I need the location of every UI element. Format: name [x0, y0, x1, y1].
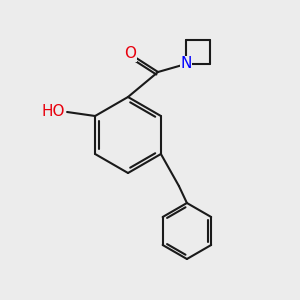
Text: O: O [124, 46, 136, 62]
Text: HO: HO [42, 104, 65, 119]
Text: N: N [180, 56, 192, 71]
